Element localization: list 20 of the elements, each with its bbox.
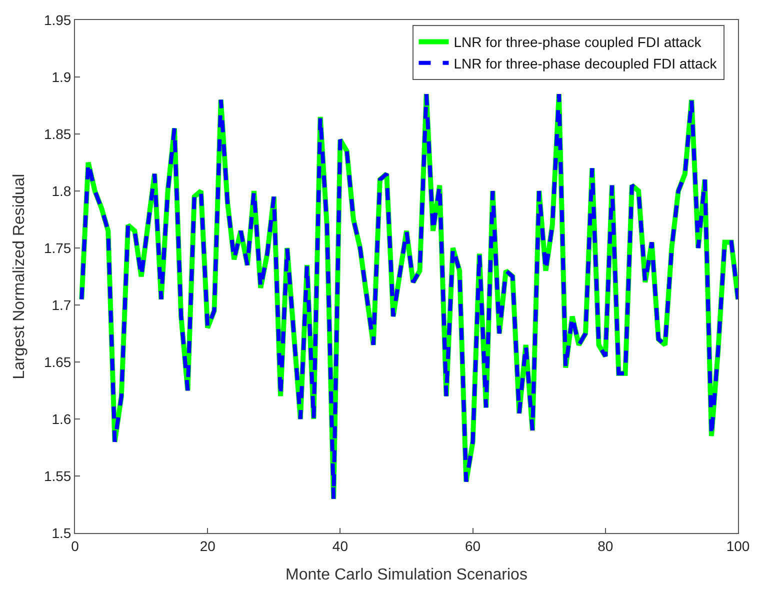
y-tick-label: 1.85	[44, 126, 72, 142]
y-tick-label: 1.75	[44, 240, 72, 256]
x-tick-label: 100	[726, 538, 750, 554]
y-tick-label: 1.65	[44, 354, 72, 370]
y-tick-label: 1.5	[52, 524, 72, 541]
x-axis-title: Monte Carlo Simulation Scenarios	[286, 566, 528, 584]
y-tick-label: 1.6	[52, 410, 72, 427]
legend-label: LNR for three-phase coupled FDI attack	[454, 34, 702, 50]
x-tick-label: 20	[200, 538, 216, 554]
y-tick-label: 1.7	[52, 296, 72, 313]
y-tick-label: 1.95	[44, 12, 72, 28]
x-tick-label: 40	[332, 538, 348, 554]
y-tick-label: 1.9	[52, 68, 72, 85]
x-tick-label: 0	[71, 538, 80, 554]
y-axis-title: Largest Normalized Residual	[10, 174, 28, 380]
legend-label: LNR for three-phase decoupled FDI attack	[454, 55, 718, 72]
x-tick-label: 60	[465, 538, 481, 554]
x-tick-label: 80	[598, 538, 614, 554]
y-tick-label: 1.55	[44, 468, 72, 484]
y-tick-label: 1.8	[52, 182, 72, 199]
